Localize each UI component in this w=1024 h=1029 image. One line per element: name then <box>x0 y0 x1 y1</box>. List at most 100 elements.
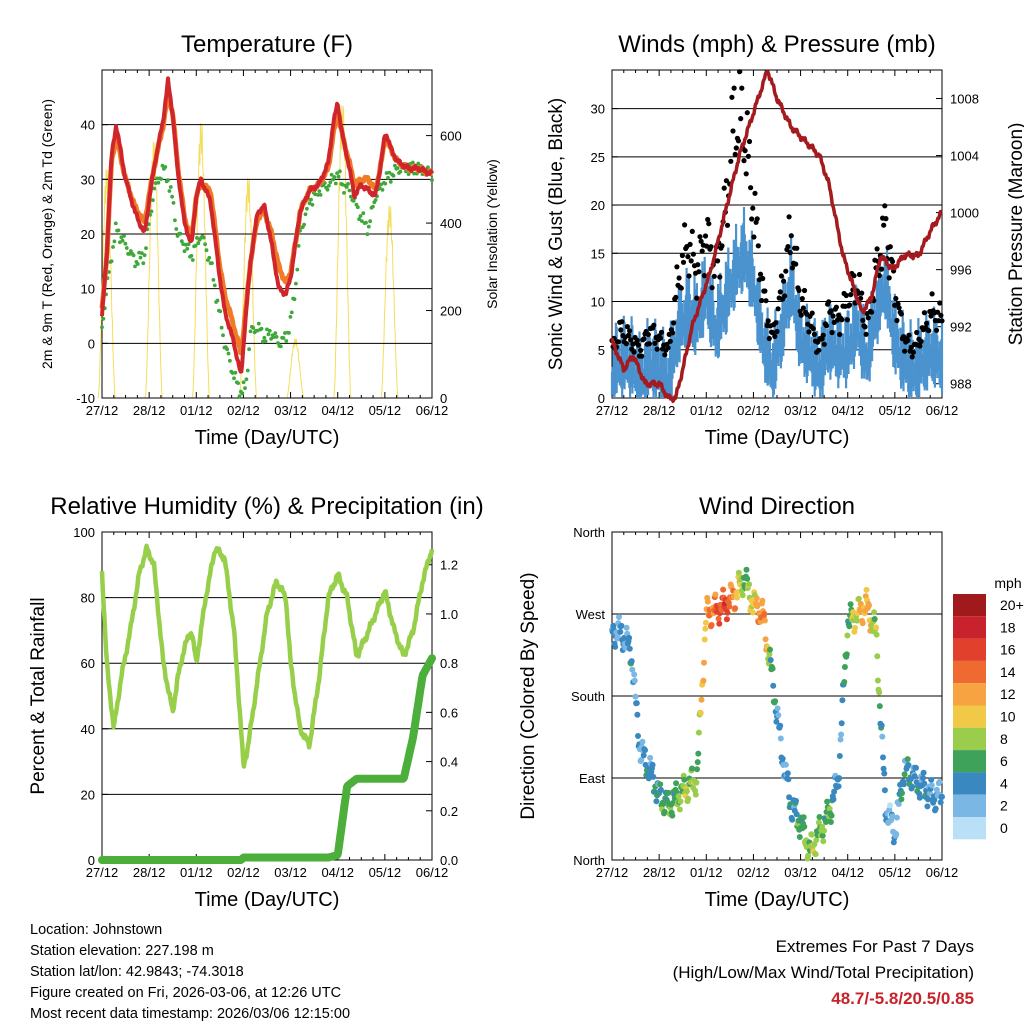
dewpoint-point <box>349 194 353 199</box>
legend-swatch <box>953 750 986 773</box>
direction-point <box>816 814 823 820</box>
dewpoint-point <box>113 221 118 226</box>
gust-point <box>882 203 888 209</box>
dewpoint-point <box>135 262 140 266</box>
gust-point <box>654 346 660 352</box>
gust-point <box>639 353 645 359</box>
direction-point <box>830 796 837 803</box>
gust-point <box>731 85 737 91</box>
gust-point <box>801 287 808 294</box>
direction-point <box>838 720 845 727</box>
humidity-ytick-right-label: 1.0 <box>440 607 458 622</box>
temperature-xtick-label: 02/12 <box>227 403 260 418</box>
direction-point <box>777 722 784 729</box>
dewpoint-point <box>116 228 121 233</box>
dewpoint-point <box>259 326 264 331</box>
dewpoint-point <box>288 315 293 319</box>
direction-point <box>911 773 918 780</box>
dewpoint-point <box>393 163 397 168</box>
dewpoint-point <box>186 242 191 247</box>
direction-point <box>720 586 727 593</box>
gust-point <box>796 287 802 293</box>
legend-swatch <box>953 616 986 639</box>
dewpoint-point <box>357 217 361 222</box>
direction-point <box>657 786 664 793</box>
humidity-ytick-right-label: 0.0 <box>440 853 458 868</box>
direction-point <box>623 624 630 631</box>
gust-point <box>699 248 705 254</box>
extremes-title: Extremes For Past 7 Days <box>775 937 974 956</box>
dewpoint-point <box>228 358 232 363</box>
gust-point <box>924 320 930 326</box>
humidity-xtick-label: 06/12 <box>416 865 449 880</box>
gust-point <box>837 331 843 338</box>
solar-insolation-day <box>286 338 305 399</box>
dewpoint-point <box>287 331 291 335</box>
direction-point <box>812 851 819 858</box>
winds-ylabel: Sonic Wind & Gust (Blue, Black) <box>546 98 567 370</box>
gust-point <box>937 300 943 306</box>
gust-point <box>641 336 647 342</box>
gust-point <box>735 138 742 144</box>
temperature-ytick-right-label: 400 <box>440 216 462 231</box>
dewpoint-point <box>210 261 214 265</box>
humidity-ytick-right-label: 0.4 <box>440 755 458 770</box>
direction-point <box>785 776 792 783</box>
dewpoint-point <box>133 264 137 269</box>
gust-point <box>709 285 715 291</box>
gust-point <box>754 216 760 222</box>
direction-point <box>761 617 768 624</box>
winds-ytick-right-label: 1000 <box>950 206 979 221</box>
legend-title: mph <box>994 575 1021 591</box>
dewpoint-point <box>236 381 241 385</box>
gust-point <box>760 275 766 282</box>
dewpoint-point <box>273 331 278 336</box>
direction-ylabel: Direction (Colored By Speed) <box>518 572 539 819</box>
legend-label: 12 <box>1000 686 1016 702</box>
dewpoint-point <box>153 181 158 186</box>
direction-point <box>633 700 640 707</box>
direction-point <box>617 628 624 635</box>
direction-point <box>789 816 796 823</box>
direction-point <box>836 775 843 782</box>
temperature-ytick-label: 20 <box>81 227 95 242</box>
dewpoint-point <box>316 193 320 197</box>
temperature-ytick-label: 0 <box>88 336 95 351</box>
gust-point <box>786 214 792 220</box>
gust-point <box>733 145 739 151</box>
temperature-ytick-label: 10 <box>81 282 95 297</box>
direction-point <box>739 592 746 599</box>
gust-point <box>623 341 629 347</box>
temperature-xtick-label: 27/12 <box>86 403 119 418</box>
direction-point <box>695 729 702 736</box>
winds-title: Winds (mph) & Pressure (mb) <box>618 31 935 58</box>
gust-point <box>658 329 665 335</box>
gust-point <box>694 295 700 301</box>
dewpoint-point <box>196 241 201 246</box>
dewpoint-point <box>185 246 190 251</box>
direction-point <box>715 615 722 622</box>
humidity-ytick-right-label: 0.8 <box>440 656 458 671</box>
gust-point <box>687 241 693 247</box>
dewpoint-point <box>361 211 366 216</box>
direction-xlabel: Time (Day/UTC) <box>705 889 850 911</box>
direction-point <box>701 659 707 666</box>
station-elevation: Station elevation: 227.198 m <box>30 943 214 959</box>
direction-xtick-label: 03/12 <box>784 865 817 880</box>
direction-point <box>931 796 938 803</box>
gust-point <box>690 251 697 257</box>
dewpoint-point <box>245 368 250 373</box>
dewpoint-point <box>201 235 206 240</box>
dewpoint-point <box>151 198 155 203</box>
direction-point <box>873 624 879 631</box>
gust-point <box>914 329 920 336</box>
winds-ytick-label: 10 <box>591 295 605 310</box>
direction-point <box>838 731 845 738</box>
direction-point <box>874 677 881 684</box>
temperature-xlabel: Time (Day/UTC) <box>195 427 340 449</box>
dewpoint-point <box>167 189 172 193</box>
direction-point <box>782 761 789 768</box>
dewpoint-point <box>365 232 370 237</box>
dewpoint-point <box>328 180 333 185</box>
dewpoint-point <box>122 234 126 238</box>
